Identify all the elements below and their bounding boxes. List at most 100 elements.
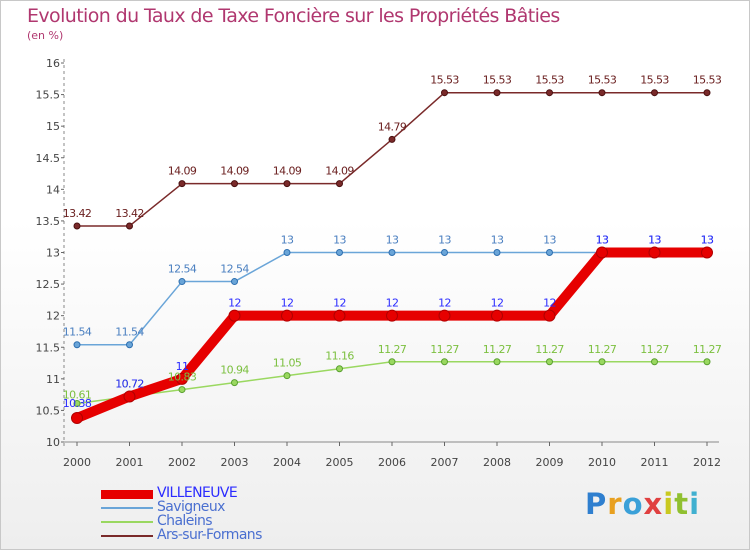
data-label: 12 bbox=[438, 297, 451, 310]
legend-item: VILLENEUVE bbox=[101, 485, 321, 501]
legend: VILLENEUVE Savigneux Chaleins Ars-sur-Forma… bbox=[101, 485, 321, 543]
data-label: 15.53 bbox=[588, 74, 617, 87]
legend-label: Savigneux bbox=[157, 499, 225, 515]
data-label: 13 bbox=[648, 234, 661, 247]
data-label: 11 bbox=[176, 360, 189, 373]
data-point bbox=[231, 379, 238, 387]
data-label: 14.09 bbox=[273, 165, 302, 178]
data-point bbox=[73, 341, 81, 349]
data-point bbox=[231, 278, 238, 286]
x-tick-label: 2002 bbox=[168, 456, 196, 469]
data-label: 13.42 bbox=[115, 207, 144, 220]
data-point bbox=[71, 411, 83, 424]
data-point bbox=[543, 309, 556, 322]
data-point bbox=[178, 180, 186, 188]
data-label: 13 bbox=[543, 234, 556, 247]
chart-title: Evolution du Taux de Taxe Foncière sur l… bbox=[27, 5, 560, 27]
data-label: 11.27 bbox=[483, 343, 512, 356]
data-label: 13 bbox=[596, 234, 609, 247]
data-point bbox=[651, 358, 658, 366]
x-tick-label: 2005 bbox=[326, 456, 354, 469]
data-point bbox=[388, 135, 396, 143]
data-point bbox=[596, 246, 608, 259]
data-point bbox=[598, 89, 606, 97]
data-label: 13 bbox=[386, 234, 399, 247]
legend-item: Savigneux bbox=[101, 499, 321, 515]
chart-subtitle: (en %) bbox=[27, 29, 64, 42]
legend-item: Chaleins bbox=[101, 513, 321, 529]
data-label: 11.05 bbox=[273, 357, 302, 370]
legend-label: VILLENEUVE bbox=[157, 485, 238, 501]
legend-item: Ars-sur-Formans bbox=[101, 527, 321, 543]
x-tick-label: 2009 bbox=[536, 456, 564, 469]
logo-letter: o bbox=[622, 487, 644, 521]
data-label: 12 bbox=[543, 297, 556, 310]
data-point bbox=[701, 246, 713, 259]
legend-swatch bbox=[101, 490, 153, 499]
x-tick-label: 2008 bbox=[483, 456, 511, 469]
data-label: 11.16 bbox=[325, 350, 354, 363]
data-label: 13 bbox=[701, 234, 714, 247]
data-point bbox=[73, 222, 81, 230]
data-label: 10.38 bbox=[63, 397, 92, 410]
data-point bbox=[336, 180, 343, 188]
data-point bbox=[178, 386, 186, 394]
data-label: 11.27 bbox=[535, 343, 564, 356]
data-label: 13 bbox=[491, 234, 504, 247]
data-point bbox=[388, 358, 396, 366]
x-tick-label: 2000 bbox=[63, 456, 91, 469]
data-label: 12 bbox=[281, 297, 294, 310]
logo-letter: i bbox=[663, 487, 675, 521]
data-label: 14.09 bbox=[168, 165, 197, 178]
series-line bbox=[76, 91, 708, 227]
y-tick-label: 15.5 bbox=[36, 89, 61, 102]
data-point bbox=[493, 89, 501, 97]
data-label: 14.09 bbox=[220, 165, 249, 178]
x-tick-label: 2004 bbox=[273, 456, 301, 469]
data-label: 12 bbox=[228, 297, 241, 310]
x-tick-label: 2010 bbox=[588, 456, 616, 469]
data-point bbox=[441, 89, 448, 97]
x-tick-label: 2011 bbox=[641, 456, 669, 469]
data-point bbox=[228, 309, 241, 322]
data-point bbox=[651, 89, 658, 97]
y-tick-label: 15 bbox=[46, 120, 60, 133]
data-label: 11.27 bbox=[378, 343, 407, 356]
data-label: 13.42 bbox=[63, 207, 92, 220]
y-tick-label: 10 bbox=[46, 436, 60, 449]
series-line bbox=[72, 247, 712, 423]
y-tick-label: 14.5 bbox=[36, 152, 61, 165]
legend-label: Ars-sur-Formans bbox=[157, 527, 262, 543]
data-point bbox=[493, 249, 501, 256]
proxiti-logo: Proxiti bbox=[585, 487, 700, 521]
data-point bbox=[598, 358, 606, 366]
data-label: 15.53 bbox=[640, 74, 669, 87]
data-label: 13 bbox=[596, 234, 609, 247]
y-tick-label: 16 bbox=[46, 57, 60, 70]
data-label: 11.27 bbox=[430, 343, 459, 356]
legend-swatch bbox=[101, 507, 153, 509]
data-labels: 13.42 13.42 14.09 14.09 14.09 14.09 14.79 15.53… bbox=[63, 74, 723, 410]
data-point bbox=[283, 372, 291, 380]
data-label: 13 bbox=[333, 234, 346, 247]
data-point bbox=[123, 390, 136, 403]
data-point bbox=[283, 249, 291, 256]
data-point bbox=[703, 89, 711, 97]
series-ars-sur-formans bbox=[73, 89, 711, 230]
data-point bbox=[546, 249, 553, 256]
series-layer bbox=[71, 89, 713, 424]
data-point bbox=[283, 180, 291, 188]
data-label: 12 bbox=[491, 297, 504, 310]
data-label: 13 bbox=[701, 234, 714, 247]
y-tick-label: 10.5 bbox=[36, 404, 61, 417]
logo-letter: x bbox=[643, 487, 664, 521]
data-label: 12.54 bbox=[168, 263, 197, 276]
y-tick-label: 11.5 bbox=[36, 341, 61, 354]
data-point bbox=[493, 358, 501, 366]
data-point bbox=[388, 249, 396, 256]
data-point bbox=[441, 358, 448, 366]
x-tick-label: 2012 bbox=[693, 456, 721, 469]
data-label: 15.53 bbox=[430, 74, 459, 87]
